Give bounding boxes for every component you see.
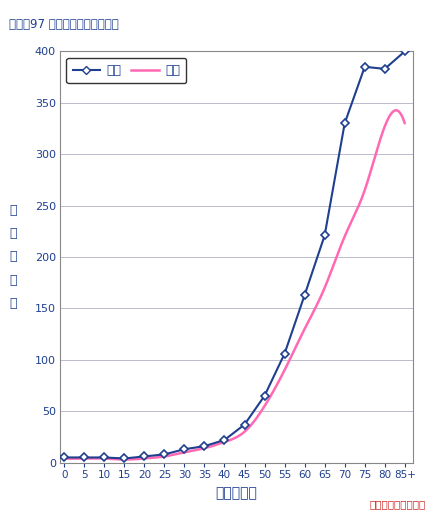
Legend: 男性, 女性: 男性, 女性	[67, 58, 187, 83]
Text: 十: 十	[9, 227, 17, 241]
X-axis label: 年齡（歲）: 年齡（歲）	[215, 486, 258, 501]
Text: 萬: 萬	[9, 250, 17, 264]
Text: 每: 每	[9, 204, 17, 217]
Text: 圖１：97 年大腸癌年齡別發生率: 圖１：97 年大腸癌年齡別發生率	[9, 18, 118, 31]
Text: 資料來源：癌症登記: 資料來源：癌症登記	[369, 499, 426, 509]
Text: 口: 口	[9, 297, 17, 310]
Text: 人: 人	[9, 273, 17, 287]
